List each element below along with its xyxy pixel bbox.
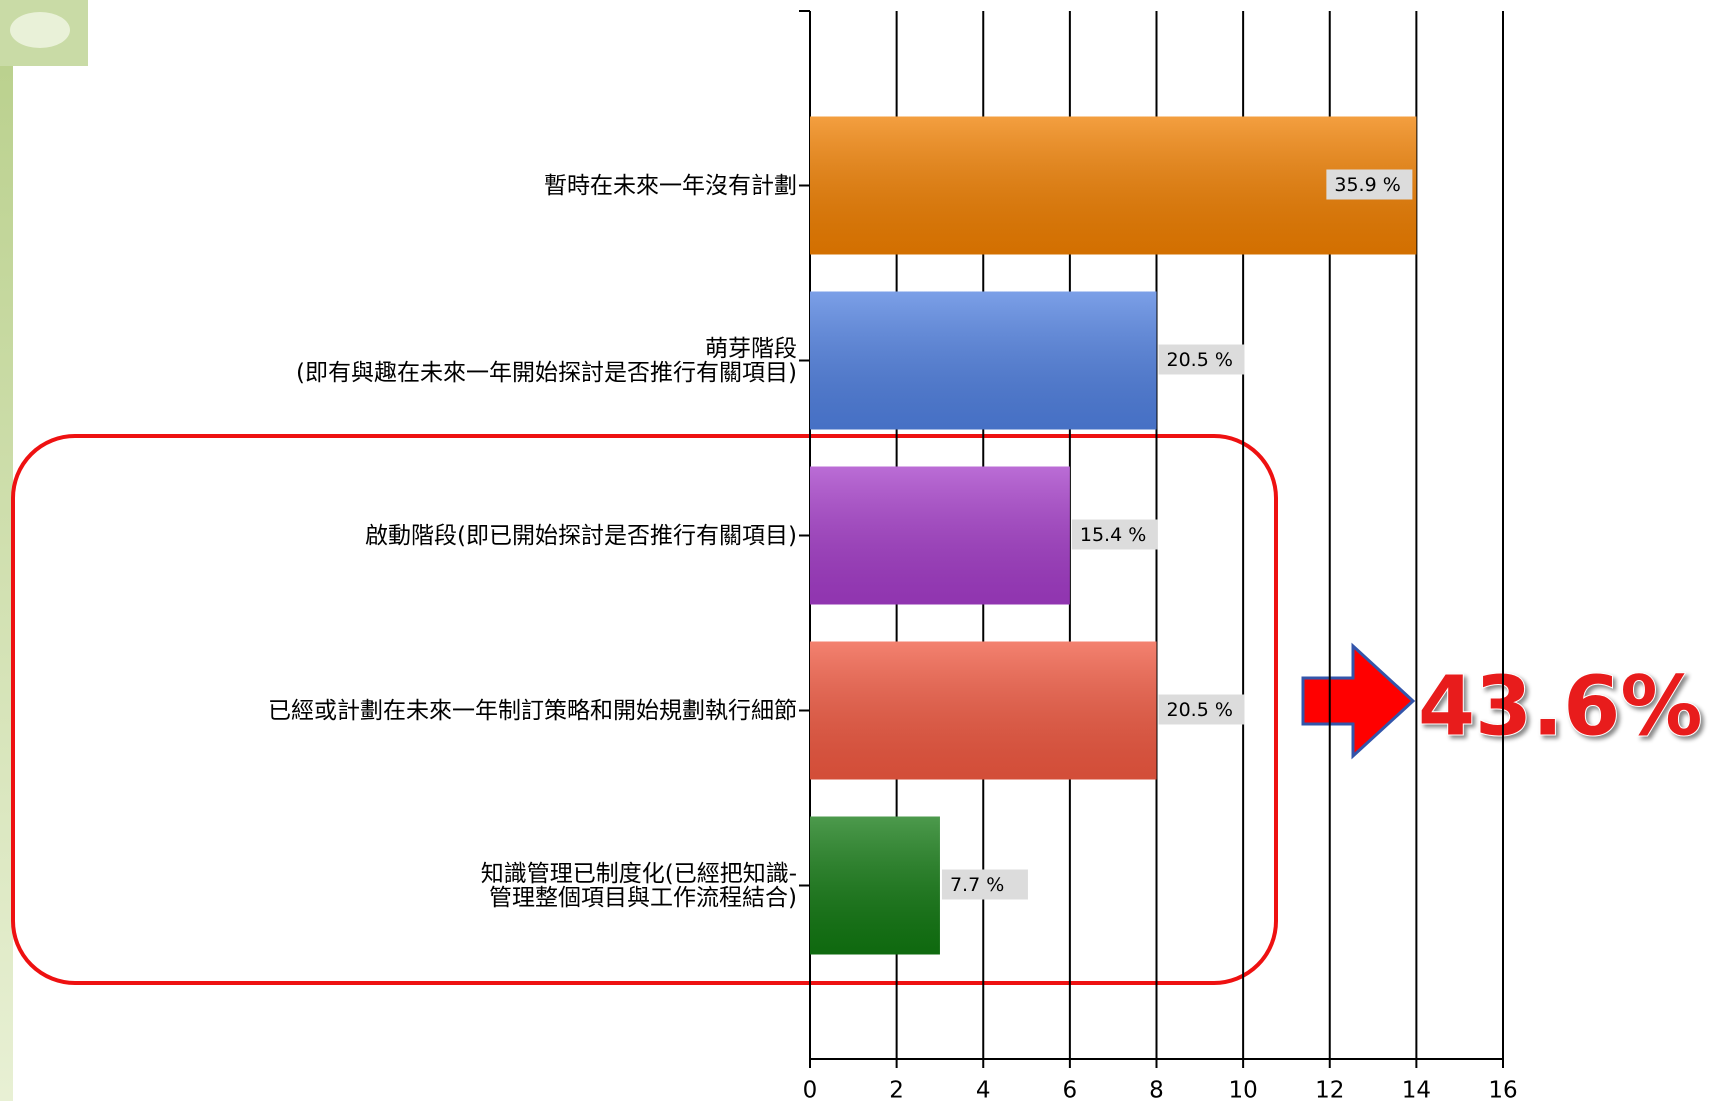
data-label: 15.4 %	[1080, 524, 1146, 546]
category-label: 啟動階段(即已開始探討是否推行有關項目)	[365, 522, 797, 549]
bar-shading	[810, 641, 1157, 780]
arrow	[1301, 642, 1416, 760]
bar-shading	[810, 466, 1070, 605]
x-tick-label: 14	[1402, 1078, 1431, 1101]
data-label-box	[941, 869, 1028, 900]
data-label-box	[1326, 169, 1413, 200]
x-tick-label: 10	[1228, 1078, 1257, 1101]
annotation: 43.6%	[1418, 659, 1702, 754]
data-label: 35.9 %	[1334, 174, 1400, 196]
x-tick-label: 8	[1149, 1078, 1164, 1101]
x-tick-label: 4	[976, 1078, 991, 1101]
data-label-box	[1071, 519, 1158, 550]
highlight-box	[11, 434, 1278, 985]
category-label: 知識管理已制度化(已經把知識- 管理整個項目與工作流程結合)	[480, 860, 797, 911]
data-label: 7.7 %	[950, 874, 1004, 896]
x-tick-label: 2	[889, 1078, 904, 1101]
category-label: 暫時在未來一年沒有計劃	[544, 172, 797, 199]
bar-shading	[810, 116, 1417, 255]
bar-shading	[810, 291, 1157, 430]
category-label: 已經或計劃在未來一年制訂策略和開始規劃執行細節	[268, 697, 797, 724]
data-label: 20.5 %	[1167, 699, 1233, 721]
side-stripe	[0, 0, 13, 1101]
data-label: 20.5 %	[1167, 349, 1233, 371]
x-tick-label: 0	[803, 1078, 818, 1101]
data-label-box	[1158, 344, 1245, 375]
x-tick-label: 16	[1488, 1078, 1517, 1101]
x-tick-label: 12	[1315, 1078, 1344, 1101]
bar-shading	[810, 816, 940, 955]
data-label-box	[1158, 694, 1245, 725]
x-tick-label: 6	[1063, 1078, 1078, 1101]
corner-image-detail	[10, 12, 70, 48]
category-label: 萌芽階段 (即有與趣在未來一年開始探討是否推行有關項目)	[296, 335, 797, 386]
